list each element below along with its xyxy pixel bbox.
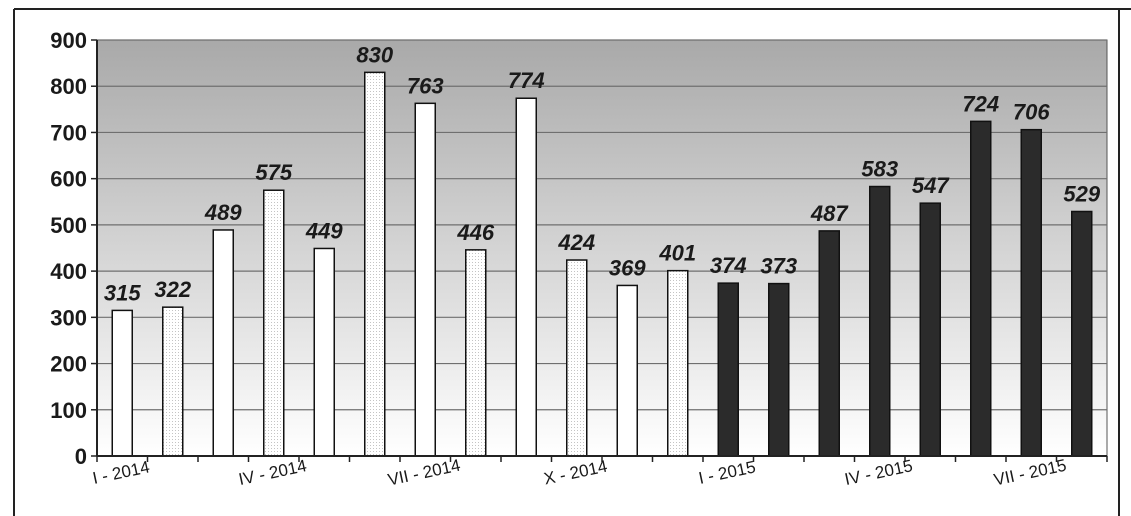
bar [717, 282, 739, 457]
bar [667, 269, 689, 457]
y-axis-ticks: 0 100 200 300 400 500 600 700 800 900 [50, 28, 97, 469]
bar [263, 189, 285, 457]
bar [616, 284, 638, 457]
y-tick-label: 600 [50, 167, 87, 192]
x-axis-ticks: I - 2014 IV - 2014 VII - 2014 X - 2014 I - 2… [91, 456, 1108, 490]
data-label: 706 [1013, 100, 1050, 125]
y-tick-label: 500 [50, 213, 87, 238]
x-tick-label: I - 2015 [697, 457, 757, 488]
bar [869, 185, 891, 457]
bar [111, 309, 133, 457]
y-tick-label: 700 [50, 120, 87, 145]
bar [970, 120, 992, 457]
plot-area [96, 39, 1108, 457]
data-label: 373 [760, 254, 797, 279]
data-label: 487 [810, 201, 849, 226]
data-label: 315 [104, 280, 141, 305]
data-label: 575 [255, 160, 292, 185]
data-label: 374 [710, 253, 747, 278]
x-tick-label: IV - 2015 [843, 456, 914, 489]
y-tick-label: 300 [50, 305, 87, 330]
bar [1071, 210, 1093, 457]
data-label: 547 [912, 173, 950, 198]
y-tick-label: 800 [50, 74, 87, 99]
data-label: 583 [861, 157, 898, 182]
data-label: 774 [508, 68, 545, 93]
data-label: 830 [356, 42, 393, 67]
bar [162, 306, 184, 457]
bar [414, 102, 436, 457]
bar [818, 230, 840, 457]
y-tick-label: 900 [50, 28, 87, 53]
bar [566, 259, 588, 457]
y-tick-label: 200 [50, 352, 87, 377]
y-tick-label: 100 [50, 398, 87, 423]
y-tick-label: 400 [50, 259, 87, 284]
x-tick-label: VII - 2014 [386, 456, 462, 490]
data-label: 401 [658, 241, 696, 266]
x-tick-label: I - 2014 [91, 457, 151, 488]
bar [919, 202, 941, 457]
data-label: 449 [305, 218, 343, 243]
x-tick-label: VII - 2015 [992, 456, 1068, 490]
bar [212, 229, 234, 457]
x-tick-label: IV - 2014 [237, 456, 308, 489]
bars [111, 71, 1093, 457]
data-label: 489 [204, 200, 242, 225]
data-label: 424 [557, 230, 595, 255]
data-label: 724 [962, 91, 999, 116]
data-label: 446 [456, 220, 494, 245]
data-labels: 315 322 489 575 449 830 763 446 774 424 369 401 374 3… [104, 42, 1101, 305]
bar [364, 71, 386, 457]
data-label: 529 [1063, 181, 1100, 206]
bar [465, 249, 487, 457]
bar [515, 97, 537, 457]
data-label: 322 [154, 277, 191, 302]
data-label: 369 [609, 255, 646, 280]
bar [768, 282, 790, 457]
y-tick-label: 0 [75, 444, 87, 469]
bar [1020, 128, 1042, 457]
bar [313, 247, 335, 457]
data-label: 763 [407, 73, 444, 98]
